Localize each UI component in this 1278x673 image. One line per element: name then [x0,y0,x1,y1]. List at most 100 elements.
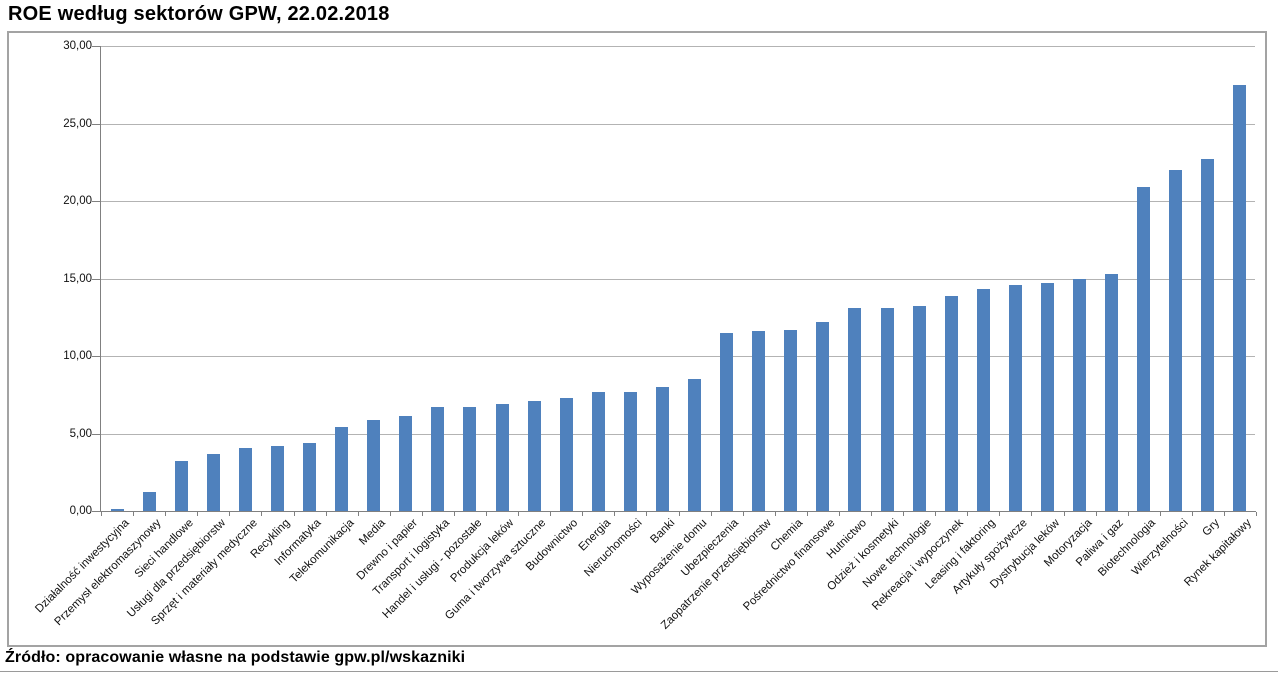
gridline [101,433,1255,435]
chart-frame: 0,00 5,00 10,00 15,00 20,00 25,00 30,00 Działal… [7,31,1267,647]
x-axis-tick [325,512,327,516]
bar-23 [816,321,830,511]
x-axis-tick [1159,512,1161,516]
bar-2 [142,491,156,511]
y-axis-line [100,46,101,512]
bar-35 [1201,159,1215,511]
category-label: Banki [648,517,677,546]
bar-12 [463,407,477,511]
x-axis-tick [293,512,295,516]
bar-15 [559,397,573,511]
bar-28 [976,289,990,511]
bar-22 [784,329,798,511]
x-axis-tick [550,512,552,516]
bar-1 [110,508,124,511]
bottom-divider [0,671,1278,672]
x-axis-tick [1127,512,1129,516]
x-axis-tick [357,512,359,516]
x-axis-tick [1191,512,1193,516]
y-tick-label: 0,00 [69,505,92,517]
x-axis-tick [1223,512,1225,516]
y-tick-label: 20,00 [63,195,92,207]
category-label: Telekomunikacja [287,517,357,586]
bar-6 [270,445,284,511]
x-axis-tick [1063,512,1065,516]
x-axis-tick [967,512,969,516]
y-tick-label: 15,00 [63,272,92,285]
gridline [101,201,1255,202]
y-tick-label: 5,00 [69,427,92,440]
x-axis-tick [1095,512,1097,516]
gridline [101,278,1255,280]
x-axis-tick [582,512,584,516]
bar-31 [1073,278,1087,511]
source-note: Źródło: opracowanie własne na podstawie … [5,649,466,666]
bar-8 [335,427,349,511]
y-axis-tick [92,46,100,47]
x-axis-tick [999,512,1001,516]
x-axis-tick [421,512,423,516]
x-axis-tick [774,512,776,516]
x-axis-tick [646,512,648,516]
x-axis-line [100,511,1256,512]
bar-4 [206,453,220,511]
x-axis-tick [742,512,744,516]
x-axis-tick [838,512,840,516]
category-label: Ubezpieczenia [679,517,742,579]
bar-26 [912,306,926,511]
y-axis-tick [92,511,100,512]
x-axis-tick [165,512,167,516]
x-axis-tick [389,512,391,516]
y-axis-tick [92,201,100,202]
y-axis-tick [92,278,100,280]
bar-29 [1008,284,1022,511]
x-axis-tick [935,512,937,516]
x-axis-tick [133,512,135,516]
x-axis-tick [903,512,905,516]
x-axis-tick [1256,512,1257,516]
bar-33 [1137,187,1151,511]
x-axis-tick [229,512,231,516]
category-label: Gry [1200,517,1223,539]
y-axis-tick [92,123,100,125]
bar-18 [655,387,669,511]
gridline [101,123,1255,125]
x-axis-tick [710,512,712,516]
x-axis-tick [806,512,808,516]
y-tick-label: 10,00 [63,350,92,362]
x-axis-tick [614,512,616,516]
gridline [101,356,1255,357]
chart-title: ROE według sektorów GPW, 22.02.2018 [8,3,390,25]
bar-10 [399,416,413,511]
y-tick-label: 25,00 [63,117,92,130]
x-axis-tick [678,512,680,516]
x-axis-tick [1031,512,1033,516]
bar-16 [591,391,605,511]
y-axis-tick [92,356,100,357]
bar-30 [1040,283,1054,511]
category-label: Biotechnologia [1096,517,1159,579]
bar-3 [174,461,188,511]
bar-34 [1169,170,1183,511]
bar-20 [720,332,734,511]
bar-24 [848,307,862,511]
bar-7 [303,442,317,511]
bar-5 [238,448,252,511]
y-tick-label: 30,00 [63,40,92,52]
y-axis-tick [92,433,100,435]
x-axis-tick [101,512,102,516]
plot-area: 0,00 5,00 10,00 15,00 20,00 25,00 30,00 Działal… [33,40,1257,632]
bar-32 [1105,273,1119,511]
bar-27 [944,295,958,511]
bar-17 [623,391,637,511]
x-axis-tick [871,512,872,516]
x-axis-tick [486,512,487,516]
bar-11 [431,407,445,511]
bar-25 [880,307,894,511]
gridline [101,46,1255,47]
x-axis-tick [197,512,199,516]
bar-9 [367,419,381,511]
bar-13 [495,404,509,511]
bar-14 [527,400,541,511]
